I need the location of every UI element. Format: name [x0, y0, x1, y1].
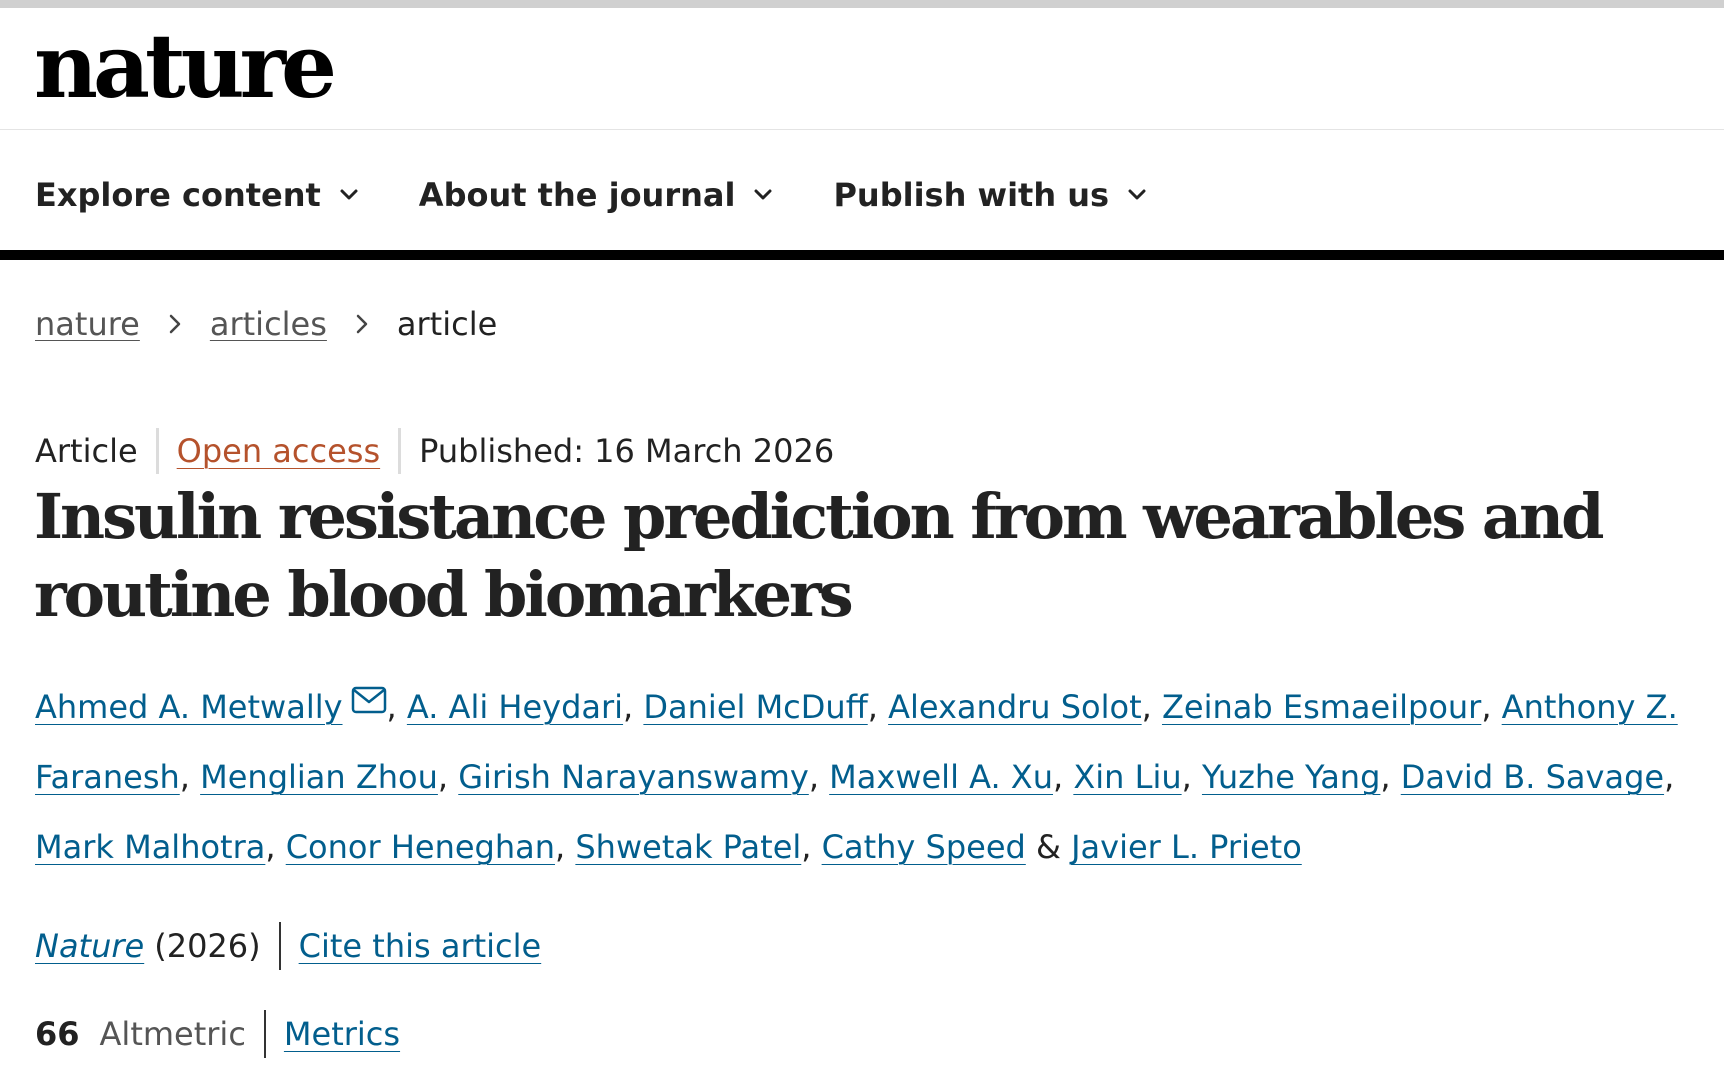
nav-label: Explore content — [35, 176, 321, 214]
main-nav: Explore content About the journal Publis… — [35, 160, 1207, 230]
author-link[interactable]: Zeinab Esmaeilpour — [1161, 688, 1482, 726]
meta-divider — [155, 428, 159, 474]
chevron-down-icon — [754, 189, 772, 200]
article-meta: Article Open access Published: 16 March … — [35, 428, 834, 474]
author-separator: , — [623, 688, 644, 726]
nav-label: Publish with us — [833, 176, 1110, 214]
author-separator: & — [1025, 828, 1072, 866]
metrics-link[interactable]: Metrics — [283, 1015, 401, 1053]
mail-icon[interactable] — [351, 686, 387, 714]
author-link[interactable]: Yuzhe Yang — [1201, 758, 1381, 796]
author-link[interactable]: A. Ali Heydari — [406, 688, 624, 726]
author-separator: , — [555, 828, 576, 866]
nav-about-the-journal[interactable]: About the journal — [419, 160, 774, 230]
breadcrumb-link-articles[interactable]: articles — [209, 305, 327, 343]
author-link[interactable]: Cathy Speed — [821, 828, 1026, 866]
chevron-right-icon — [169, 314, 181, 334]
published-date: Published: 16 March 2026 — [419, 432, 835, 470]
author-list: Ahmed A. Metwally, A. Ali Heydari, Danie… — [35, 672, 1695, 882]
author-separator: , — [265, 828, 286, 866]
nav-explore-content[interactable]: Explore content — [35, 160, 359, 230]
journal-link[interactable]: Nature — [35, 927, 145, 965]
author-link[interactable]: Conor Heneghan — [285, 828, 556, 866]
main-nav-bar: Explore content About the journal Publis… — [0, 130, 1724, 260]
title-line-2: routine blood biomarkers — [34, 558, 854, 631]
author-separator: , — [1380, 758, 1401, 796]
cite-this-article-link[interactable]: Cite this article — [298, 927, 542, 965]
author-link[interactable]: Daniel McDuff — [643, 688, 868, 726]
chevron-right-icon — [356, 314, 368, 334]
nav-publish-with-us[interactable]: Publish with us — [833, 160, 1147, 230]
author-link[interactable]: Xin Liu — [1073, 758, 1182, 796]
author-separator: , — [1053, 758, 1074, 796]
meta-divider — [398, 428, 402, 474]
author-separator: , — [1664, 758, 1675, 796]
breadcrumb-current: article — [396, 305, 498, 343]
article-type: Article — [35, 432, 138, 470]
author-separator: , — [1481, 688, 1502, 726]
chevron-down-icon — [1128, 189, 1146, 200]
author-link[interactable]: Maxwell A. Xu — [829, 758, 1053, 796]
author-link[interactable]: Anthony Z. Faranesh — [35, 688, 1678, 796]
author-link[interactable]: Javier L. Prieto — [1071, 828, 1302, 866]
author-link[interactable]: Shwetak Patel — [575, 828, 802, 866]
title-line-1: Insulin resistance prediction from weara… — [34, 480, 1604, 553]
author-link[interactable]: Menglian Zhou — [200, 758, 438, 796]
masthead: nature — [0, 8, 1724, 130]
breadcrumb: nature articles article — [35, 305, 497, 343]
author-separator: , — [1181, 758, 1202, 796]
altmetric-count: 66 — [35, 1015, 80, 1053]
author-link[interactable]: Girish Narayanswamy — [458, 758, 809, 796]
publication-year: (2026) — [154, 927, 261, 965]
author-separator: , — [867, 688, 889, 726]
author-separator: , — [179, 758, 201, 796]
altmetric-label: Altmetric — [99, 1015, 246, 1053]
metrics-divider — [263, 1010, 266, 1058]
author-separator: , — [386, 688, 407, 726]
citation-divider — [278, 922, 281, 970]
chevron-down-icon — [340, 189, 358, 200]
author-link[interactable]: Ahmed A. Metwally — [35, 688, 343, 726]
open-access-link[interactable]: Open access — [176, 432, 381, 470]
author-separator: , — [1141, 688, 1162, 726]
author-link[interactable]: David B. Savage — [1400, 758, 1665, 796]
author-separator: , — [437, 758, 459, 796]
nav-label: About the journal — [418, 176, 736, 214]
journal-citation-row: Nature (2026) Cite this article — [35, 922, 541, 970]
article-title: Insulin resistance prediction from weara… — [34, 478, 1634, 634]
nature-logo[interactable]: nature — [34, 14, 337, 118]
author-separator: , — [801, 828, 822, 866]
author-link[interactable]: Mark Malhotra — [35, 828, 266, 866]
metrics-row: 66 Altmetric Metrics — [35, 1010, 400, 1058]
author-separator: , — [808, 758, 830, 796]
breadcrumb-link-nature[interactable]: nature — [35, 305, 140, 343]
top-rule — [0, 0, 1724, 8]
author-link[interactable]: Alexandru Solot — [888, 688, 1142, 726]
